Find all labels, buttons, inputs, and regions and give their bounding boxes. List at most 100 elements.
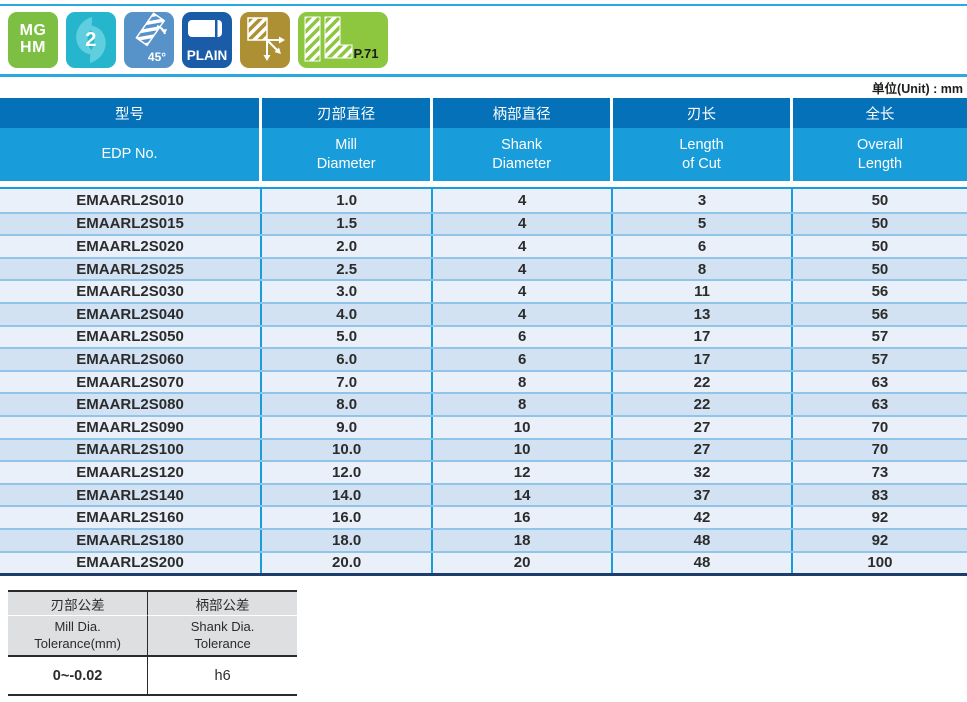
tolerance-value-row: 0~-0.02 h6 — [8, 657, 297, 695]
edp-no-cell: EMAARL2S090 — [0, 416, 263, 438]
table-row: EMAARL2S025 2.5 4 8 50 — [0, 256, 967, 280]
table-row: EMAARL2S050 5.0 6 17 57 — [0, 324, 967, 348]
value-cell: 1.5 — [262, 213, 434, 235]
value-cell: 16 — [433, 507, 614, 528]
col-header-cn-4: 刃长 — [613, 98, 793, 128]
value-cell: 32 — [613, 462, 793, 483]
tolerance-table: 刃部公差 柄部公差 Mill Dia. Tolerance(mm) Shank Di… — [8, 590, 297, 697]
value-cell: 4 — [433, 189, 614, 212]
spec-table-header: 型号 刃部直径 柄部直径 刃长 全长 EDP No. Mill Diameter Shank … — [0, 98, 967, 181]
plain-shank-icon: PLAIN — [187, 20, 228, 63]
value-cell: 50 — [792, 258, 967, 280]
value-cell: 2.5 — [262, 258, 434, 280]
value-cell: 4 — [433, 303, 614, 325]
value-cell: 5 — [613, 213, 793, 235]
material-grade-badge: MG HM — [8, 12, 58, 68]
edp-no-cell: EMAARL2S120 — [0, 462, 263, 483]
tolerance-header-en-row: Mill Dia. Tolerance(mm) Shank Dia. Tolera… — [8, 615, 297, 656]
value-cell: 4 — [433, 281, 614, 302]
table-row: EMAARL2S120 12.0 12 32 73 — [0, 460, 967, 483]
spec-table: 型号 刃部直径 柄部直径 刃长 全长 EDP No. Mill Diameter Shank … — [0, 98, 967, 577]
edp-no-cell: EMAARL2S015 — [0, 213, 263, 235]
flute-count-label: 2 — [85, 28, 97, 51]
shank-type-badge: PLAIN — [182, 12, 232, 68]
edp-no-cell: EMAARL2S070 — [0, 371, 263, 393]
col-header-cn-3: 柄部直径 — [433, 98, 614, 128]
tolerance-header-cn-row: 刃部公差 柄部公差 — [8, 592, 297, 616]
value-cell: 10 — [433, 439, 614, 461]
value-cell: 2.0 — [262, 236, 434, 257]
value-cell: 27 — [613, 439, 793, 461]
value-cell: 50 — [792, 213, 967, 235]
table-row: EMAARL2S160 16.0 16 42 92 — [0, 505, 967, 528]
value-cell: 56 — [792, 303, 967, 325]
flute-swirl-icon — [76, 17, 106, 64]
value-cell: 70 — [792, 416, 967, 438]
edp-no-cell: EMAARL2S140 — [0, 484, 263, 506]
value-cell: 6 — [613, 236, 793, 257]
value-cell: 70 — [792, 439, 967, 461]
edp-no-cell: EMAARL2S180 — [0, 529, 263, 551]
value-cell: 6 — [433, 349, 614, 370]
value-cell: 13 — [613, 303, 793, 325]
value-cell: 22 — [613, 371, 793, 393]
top-divider-line — [0, 4, 967, 6]
value-cell: 3 — [613, 189, 793, 212]
value-cell: 63 — [792, 394, 967, 415]
tolerance-cn-cell-1: 刃部公差 — [8, 592, 149, 616]
col-header-en-3: Shank Diameter — [433, 128, 614, 181]
value-cell: 17 — [613, 349, 793, 370]
value-cell: 6 — [433, 326, 614, 348]
value-cell: 12 — [433, 462, 614, 483]
svg-text:PLAIN: PLAIN — [187, 48, 228, 63]
spec-table-body: EMAARL2S010 1.0 4 3 50 EMAARL2S015 1.5 4 5 50 EMAA… — [0, 189, 967, 577]
icon-bar-divider-line — [0, 74, 967, 77]
value-cell: 18 — [433, 529, 614, 551]
table-row: EMAARL2S080 8.0 8 22 63 — [0, 392, 967, 415]
value-cell: 8 — [433, 371, 614, 393]
value-cell: 50 — [792, 236, 967, 257]
value-cell: 14 — [433, 484, 614, 506]
tolerance-cn-cell-2: 柄部公差 — [148, 592, 297, 616]
value-cell: 12.0 — [262, 462, 434, 483]
page-reference-icon: P.71 — [304, 16, 379, 62]
table-row: EMAARL2S070 7.0 8 22 63 — [0, 369, 967, 393]
col-header-en-1: EDP No. — [0, 128, 263, 181]
cutting-direction-icon — [247, 17, 285, 61]
col-header-cn-2: 刃部直径 — [262, 98, 434, 128]
value-cell: 48 — [613, 529, 793, 551]
material-grade-label: MG HM — [19, 22, 47, 56]
table-row: EMAARL2S015 1.5 4 5 50 — [0, 211, 967, 235]
value-cell: 3.0 — [262, 281, 434, 302]
cutting-direction-badge — [240, 12, 290, 68]
value-cell: 10 — [433, 416, 614, 438]
value-cell: 6.0 — [262, 349, 434, 370]
value-cell: 17 — [613, 326, 793, 348]
value-cell: 1.0 — [262, 189, 434, 212]
value-cell: 50 — [792, 189, 967, 212]
value-cell: 20.0 — [262, 552, 434, 574]
table-row: EMAARL2S090 9.0 10 27 70 — [0, 414, 967, 438]
value-cell: 83 — [792, 484, 967, 506]
value-cell: 57 — [792, 349, 967, 370]
helix-angle-icon: 45° — [135, 12, 167, 64]
value-cell: 63 — [792, 371, 967, 393]
value-cell: 100 — [792, 552, 967, 574]
edp-no-cell: EMAARL2S100 — [0, 439, 263, 461]
value-cell: 48 — [613, 552, 793, 574]
tolerance-en-cell-1: Mill Dia. Tolerance(mm) — [8, 615, 149, 656]
col-header-en-4: Length of Cut — [613, 128, 793, 181]
header-body-gap — [0, 181, 967, 187]
table-row: EMAARL2S010 1.0 4 3 50 — [0, 189, 967, 212]
value-cell: 4 — [433, 258, 614, 280]
value-cell: 18.0 — [262, 529, 434, 551]
table-row: EMAARL2S140 14.0 14 37 83 — [0, 482, 967, 506]
col-header-en-5: Overall Length — [792, 128, 967, 181]
edp-no-cell: EMAARL2S160 — [0, 507, 263, 528]
feature-icon-bar: MG HM 2 45° PLAIN — [8, 12, 967, 68]
value-cell: 42 — [613, 507, 793, 528]
value-cell: 73 — [792, 462, 967, 483]
edp-no-cell: EMAARL2S200 — [0, 552, 263, 574]
value-cell: 92 — [792, 529, 967, 551]
value-cell: 16.0 — [262, 507, 434, 528]
